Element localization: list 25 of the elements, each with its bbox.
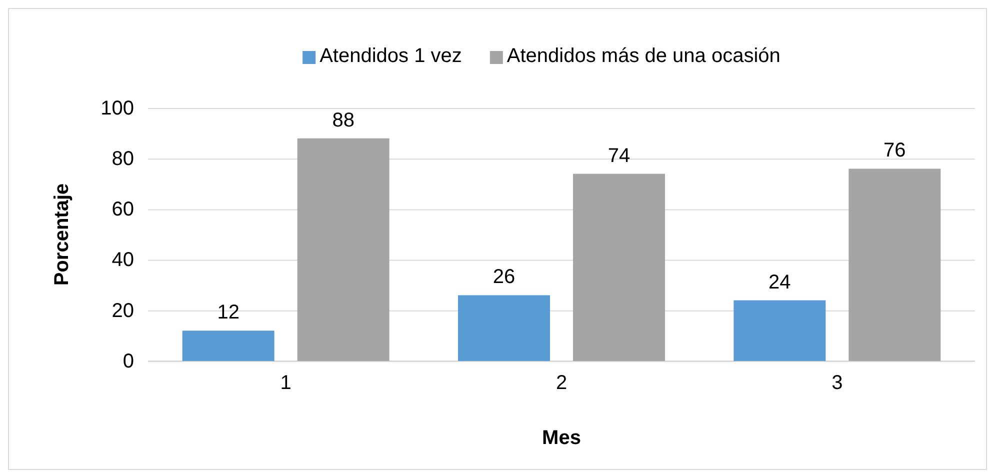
data-label: 12 [217, 302, 240, 324]
data-label: 24 [768, 271, 791, 294]
bar [182, 330, 274, 361]
y-tick-label: 60 [112, 198, 134, 221]
bar [458, 295, 550, 361]
bar [734, 300, 826, 361]
bar [848, 168, 941, 361]
x-axis-title: Mes [542, 427, 581, 449]
data-label: 26 [492, 266, 516, 288]
y-tick-label: 100 [100, 97, 134, 120]
y-tick-label: 40 [112, 249, 134, 272]
y-tick-label: 80 [112, 148, 134, 170]
x-tick-label: 1 [280, 372, 292, 394]
x-tick-label: 3 [832, 372, 843, 394]
data-label: 74 [608, 144, 630, 167]
legend-label: Atendidos más de una ocasión [506, 45, 780, 67]
data-label: 88 [332, 109, 354, 132]
bar [297, 138, 390, 361]
y-tick-label: 20 [112, 300, 134, 322]
data-label: 76 [884, 140, 906, 162]
legend-label: Atendidos 1 vez [320, 45, 462, 67]
y-axis-title: Porcentaje [51, 183, 73, 286]
bar [573, 174, 665, 361]
x-tick-label: 2 [556, 372, 568, 394]
y-tick-label: 0 [122, 350, 134, 372]
